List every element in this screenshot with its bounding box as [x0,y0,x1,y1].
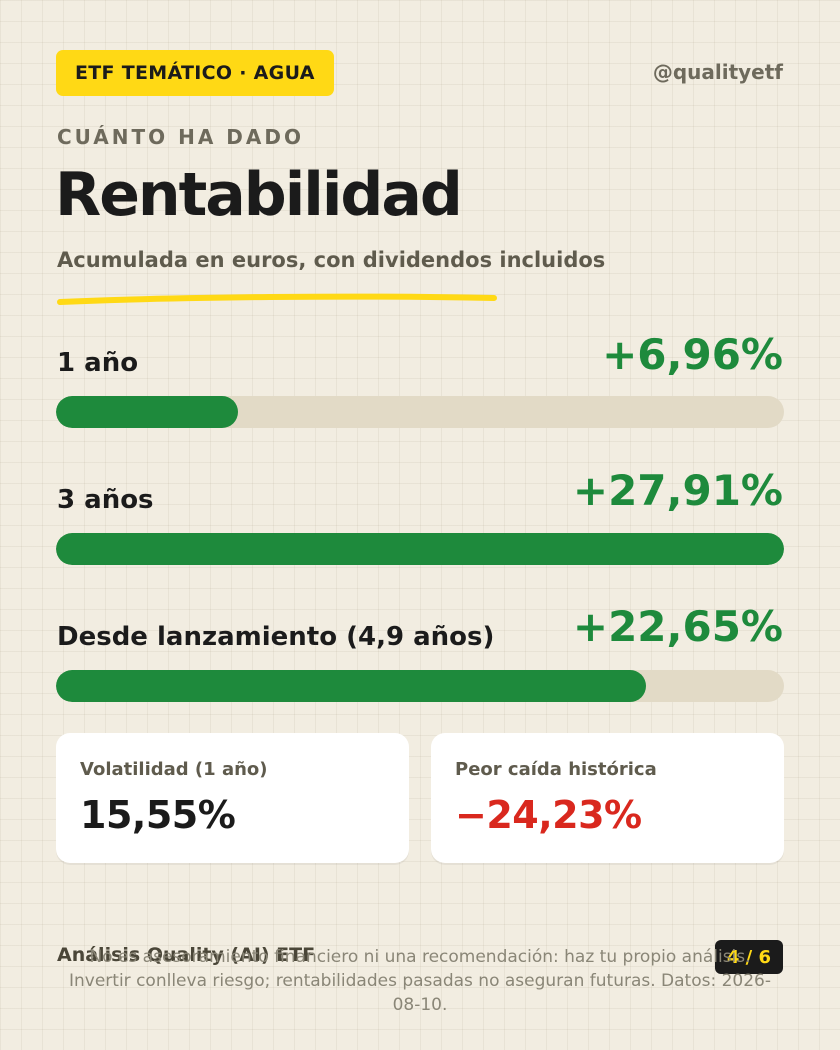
volatility-value: 15,55% [80,793,236,837]
max-drawdown-label: Peor caída histórica [455,759,657,780]
return-bar-fill-since-launch [56,670,646,702]
page-subtitle: Acumulada en euros, con dividendos inclu… [57,248,606,272]
disclaimer: No es asesoramiento financiero ni una re… [69,947,771,1015]
return-label-1y: 1 año [57,348,139,378]
max-drawdown-value: −24,23% [455,793,642,837]
footer-brand: Análisis Quality (AI) ETF [57,944,316,966]
theme-badge-label: ETF TEMÁTICO · AGUA [75,62,315,84]
account-handle: @qualityetf [652,60,783,84]
return-value-3y: +27,91% [572,466,783,515]
page-title: Rentabilidad [55,160,463,230]
section-kicker: CUÁNTO HA DADO [57,125,304,149]
theme-badge: ETF TEMÁTICO · AGUA [56,50,334,96]
page-indicator: 4 / 6 [714,940,783,974]
max-drawdown-card: Peor caída histórica −24,23% [431,733,784,863]
return-label-3y: 3 años [57,485,154,515]
return-bar-fill-1y [56,396,238,428]
return-bar-3y [56,533,784,565]
volatility-card: Volatilidad (1 año) 15,55% [56,733,409,863]
return-value-1y: +6,96% [602,330,783,379]
volatility-label: Volatilidad (1 año) [80,759,268,780]
return-value-since-launch: +22,65% [572,602,783,651]
return-bar-since-launch [56,670,784,702]
highlight-underline [57,293,497,305]
return-bar-1y [56,396,784,428]
page-indicator-label: 4 / 6 [726,946,771,968]
return-bar-fill-3y [56,533,784,565]
return-label-since-launch: Desde lanzamiento (4,9 años) [57,622,495,652]
